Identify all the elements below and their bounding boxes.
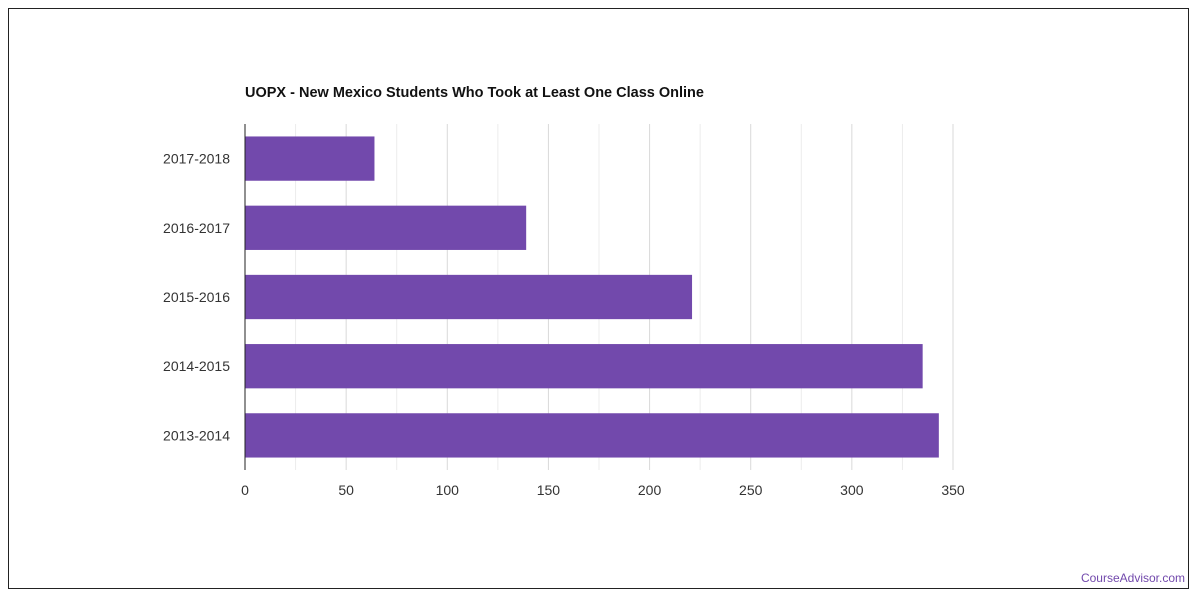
- bar-2016-2017: [245, 205, 527, 250]
- x-tick-label: 250: [739, 482, 763, 498]
- x-tick-label: 150: [537, 482, 561, 498]
- bar-2014-2015: [245, 344, 923, 389]
- y-category-label: 2016-2017: [163, 220, 230, 236]
- x-tick-label: 100: [436, 482, 460, 498]
- x-tick-label: 200: [638, 482, 662, 498]
- y-category-label: 2014-2015: [163, 358, 230, 374]
- bar-2017-2018: [245, 136, 375, 181]
- x-tick-label: 50: [338, 482, 354, 498]
- y-category-label: 2017-2018: [163, 151, 230, 167]
- chart-title: UOPX - New Mexico Students Who Took at L…: [245, 85, 704, 101]
- y-category-label: 2015-2016: [163, 289, 230, 305]
- x-tick-label: 350: [941, 482, 965, 498]
- bar-2015-2016: [245, 274, 693, 320]
- bar-2013-2014: [245, 413, 939, 458]
- source-credit: CourseAdvisor.com: [1080, 571, 1185, 585]
- y-category-label: 2013-2014: [163, 427, 230, 443]
- x-tick-label: 0: [241, 482, 249, 498]
- x-tick-label: 300: [840, 482, 864, 498]
